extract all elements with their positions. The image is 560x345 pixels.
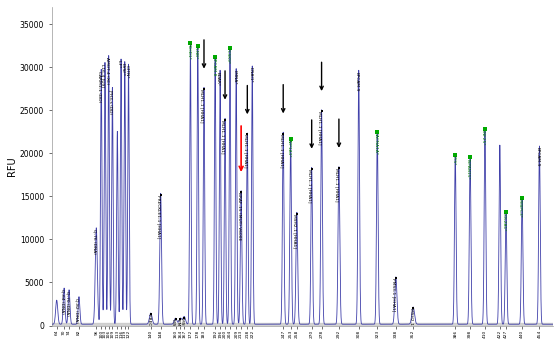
Text: MLH1-1 [HHA1]: MLH1-1 [HHA1] (243, 134, 248, 168)
Text: EPCAM-9: EPCAM-9 (354, 71, 359, 91)
Text: MLH1-1 [HHA1]: MLH1-1 [HHA1] (307, 169, 312, 202)
Text: MSH2-1 [HHA1]: MSH2-1 [HHA1] (293, 214, 297, 247)
Text: PKHD1*: PKHD1* (186, 43, 190, 60)
Text: Q-76 (DNA): Q-76 (DNA) (92, 229, 96, 254)
Text: Q-70 (DNA): Q-70 (DNA) (65, 291, 69, 316)
Text: EYS*: EYS* (451, 155, 455, 165)
Text: DNAI1*: DNAI1* (248, 67, 252, 83)
Text: ATP1A3*: ATP1A3* (287, 139, 291, 157)
Bar (52, 323, 553, 326)
Text: EPCAM-8: EPCAM-8 (211, 57, 215, 76)
Text: CACNA1A*: CACNA1A* (374, 132, 377, 155)
Text: FLNB*: FLNB* (194, 46, 198, 59)
Text: MYBPC3*: MYBPC3* (518, 198, 522, 218)
Text: PRECKLE1-1 [HHA1] (Dig): PRECKLE1-1 [HHA1] (Dig) (147, 314, 151, 345)
Text: MLH1-1 [HHA1]: MLH1-1 [HHA1] (200, 89, 204, 122)
Y-axis label: RFU: RFU (7, 156, 17, 176)
Text: AMOT-4 (XC): AMOT-4 (XC) (105, 57, 109, 84)
Text: Q-82 (DNA): Q-82 (DNA) (75, 298, 79, 323)
Text: PMS3-1 [HHA1]: PMS3-1 [HHA1] (392, 278, 396, 312)
Text: COL2A1*: COL2A1* (502, 212, 506, 231)
Text: PMS2-1 [HHA1]: PMS2-1 [HHA1] (176, 319, 180, 345)
Text: TSPAN15*: TSPAN15* (466, 157, 470, 179)
Text: DYSF*: DYSF* (121, 63, 125, 76)
Text: CTTN*: CTTN* (124, 66, 128, 79)
Text: MLH1-1 [HHA1]: MLH1-1 [HHA1] (335, 168, 339, 201)
Text: MLH1-1 [HHA1]: MLH1-1 [HHA1] (318, 111, 321, 145)
Text: PRECKLE1-1 [HHA1]: PRECKLE1-1 [HHA1] (157, 195, 161, 238)
Text: EDAR*: EDAR* (216, 71, 220, 86)
Text: BRAF-15 (MUT) V600E: BRAF-15 (MUT) V600E (237, 192, 241, 240)
Text: MSH2-1 [HHA1]: MSH2-1 [HHA1] (409, 308, 413, 342)
Text: MSH6-1 [HHA1]: MSH6-1 [HHA1] (171, 319, 175, 345)
Text: PCSK9*: PCSK9* (226, 48, 230, 65)
Text: ILF*: ILF* (117, 60, 121, 69)
Text: MLH1-1 [HHA1]: MLH1-1 [HHA1] (221, 120, 225, 153)
Text: JPH3-s (DD): JPH3-s (DD) (109, 89, 113, 114)
Text: EPCAM-9: EPCAM-9 (535, 147, 539, 167)
Text: L16-4 [U9]: L16-4 [U9] (101, 64, 105, 87)
Text: MSH6-1 [HHA1]: MSH6-1 [HHA1] (180, 318, 184, 345)
Text: ZNF25*: ZNF25* (481, 129, 485, 146)
Text: Q-64 (DNA): Q-64 (DNA) (60, 289, 64, 314)
Text: LMNA*: LMNA* (232, 70, 236, 85)
Text: CARM1-1 (DD): CARM1-1 (DD) (97, 71, 101, 102)
Text: MLH1-1 [HHA1]: MLH1-1 [HHA1] (279, 134, 283, 167)
